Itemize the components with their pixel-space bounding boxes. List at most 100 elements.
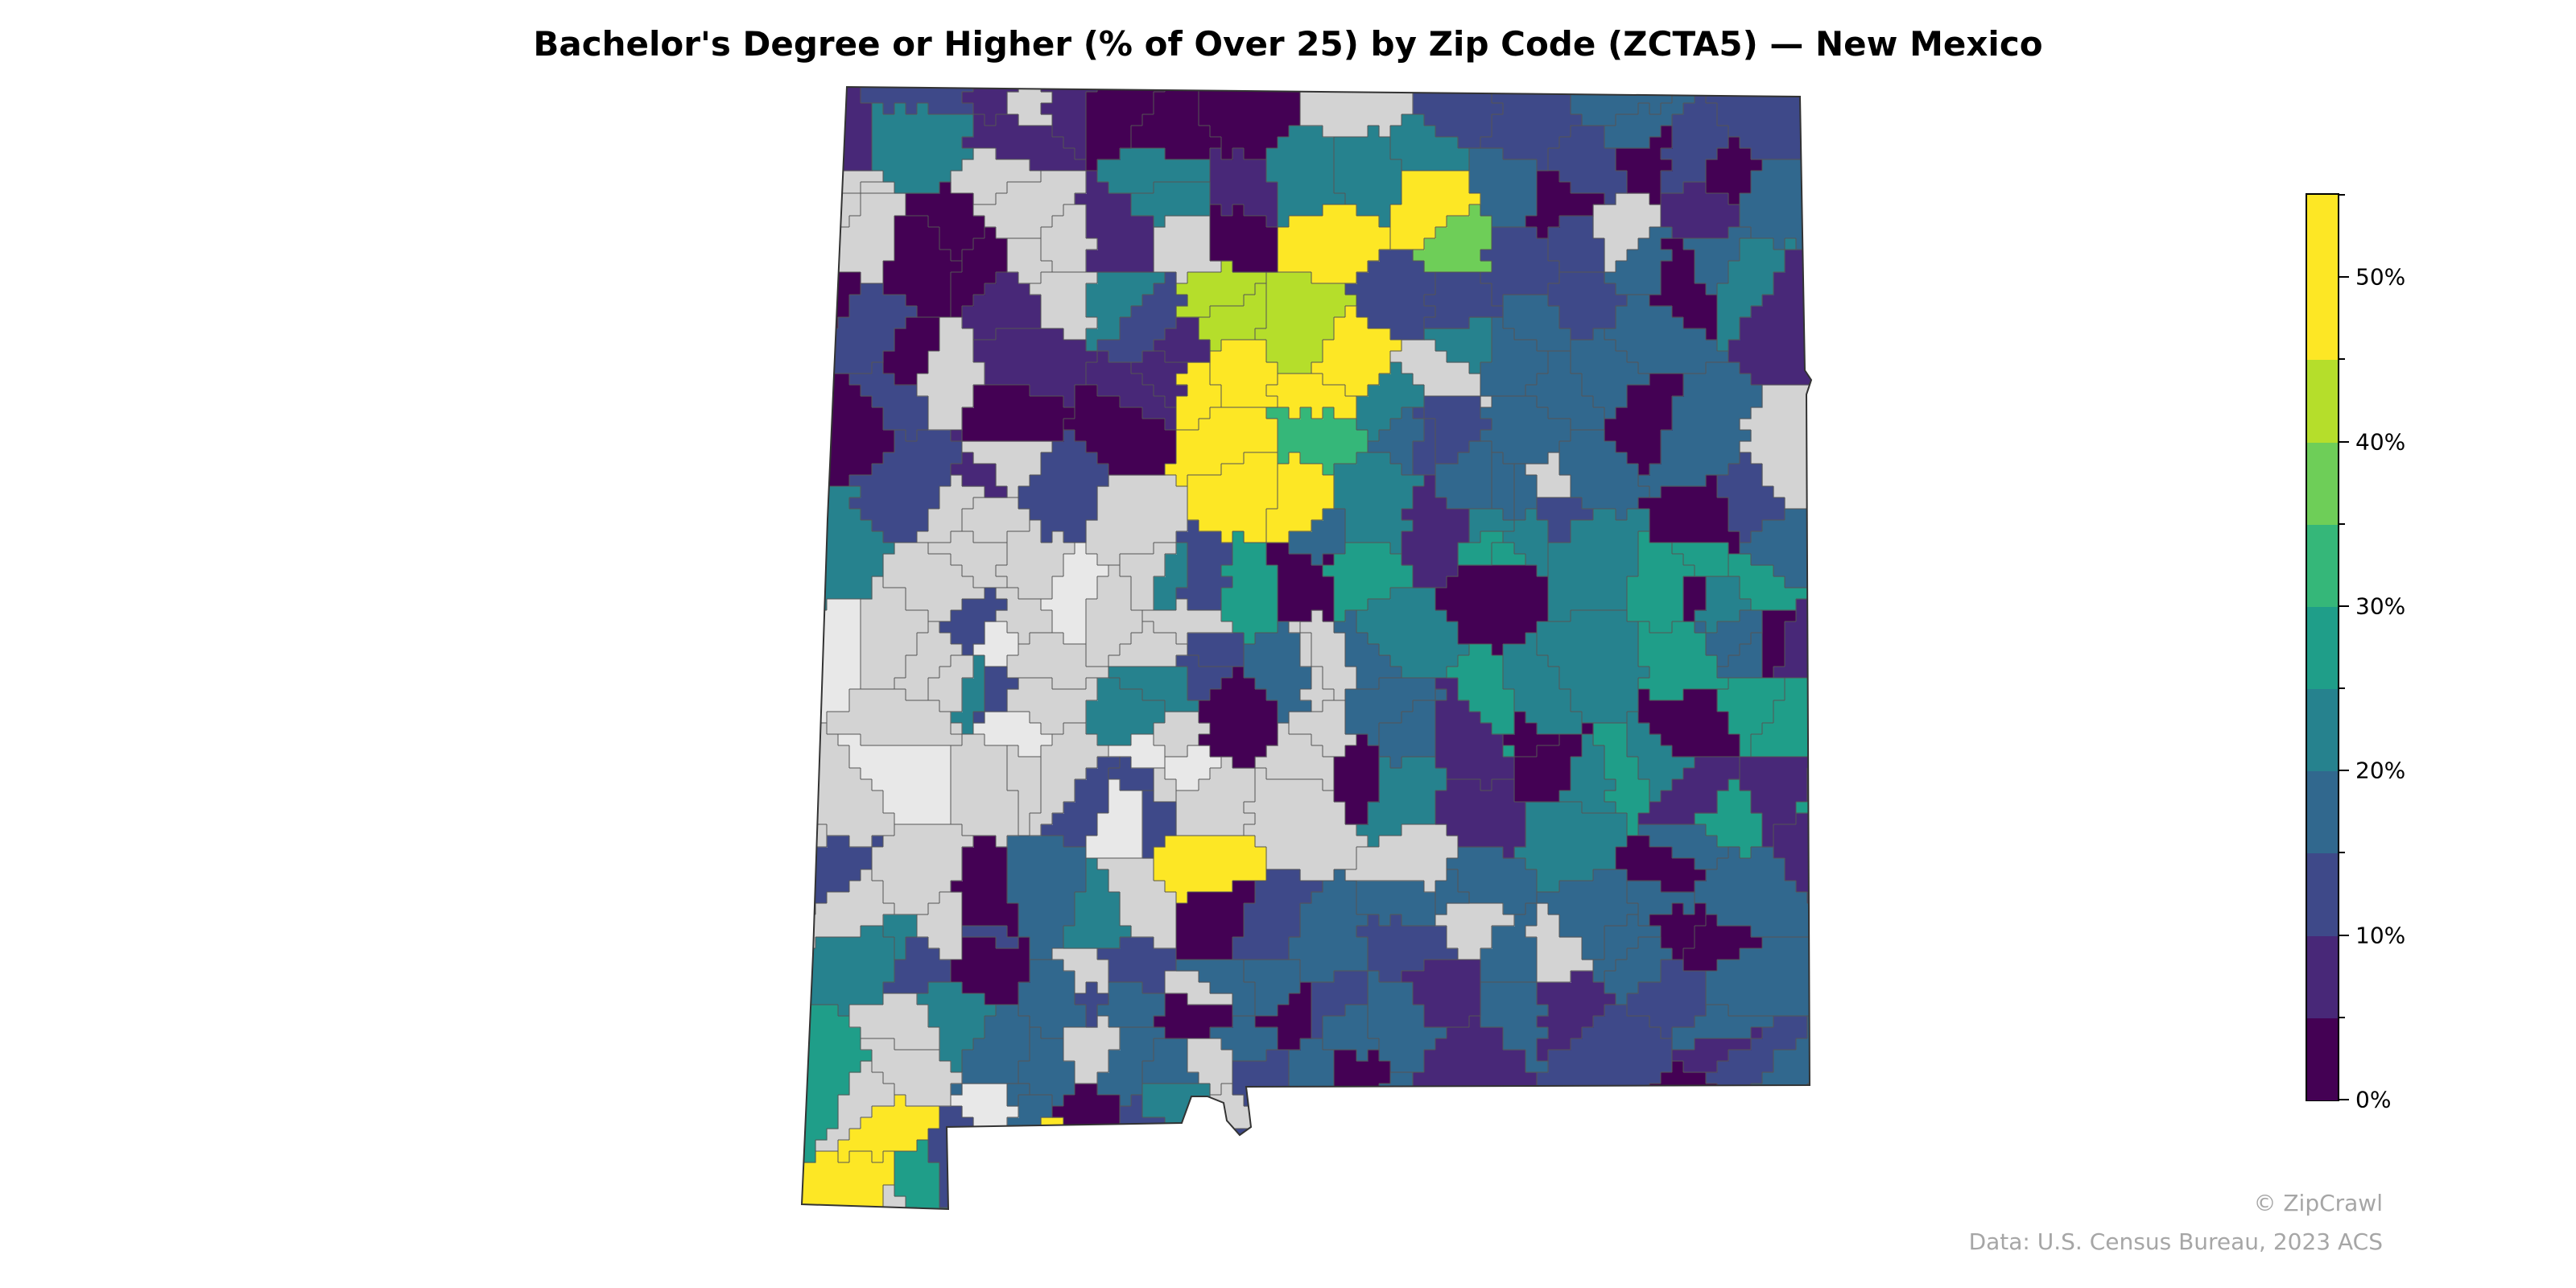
zcta-region — [1740, 757, 1811, 848]
zcta-region — [1244, 768, 1368, 881]
colorbar-tick-label: 40% — [2355, 428, 2406, 456]
page-title: Bachelor's Degree or Higher (% of Over 2… — [533, 24, 2043, 64]
zcta-region — [1041, 543, 1109, 645]
colorbar-band — [2307, 359, 2338, 443]
zcta-region — [1131, 351, 1188, 408]
zcta-region — [1706, 1016, 1808, 1107]
colorbar-tick — [2339, 1016, 2345, 1018]
zcta-region — [838, 1095, 940, 1163]
zcta-region — [1728, 554, 1808, 611]
zcta-region — [1593, 723, 1650, 836]
zcta-region — [1390, 340, 1492, 408]
zcta-region — [1649, 238, 1718, 341]
zcta-region — [1311, 971, 1368, 1039]
zcta-region — [951, 734, 1019, 848]
zcta-region — [1514, 723, 1594, 803]
zcta-region — [1086, 678, 1166, 746]
zcta-region — [802, 926, 895, 1017]
zcta-region — [1007, 633, 1109, 690]
zcta-region — [827, 689, 963, 746]
zcta-region — [1334, 452, 1425, 555]
zcta-region — [1097, 937, 1177, 994]
zcta-region — [1661, 87, 1729, 194]
zcta-region — [996, 520, 1075, 600]
zcta-region — [1154, 216, 1222, 284]
zcta-region — [1548, 126, 1628, 205]
zcta-region — [1086, 272, 1166, 352]
zcta-region — [1571, 1106, 1650, 1174]
zcta-region — [1537, 610, 1650, 724]
zcta-region — [1199, 87, 1301, 160]
zcta-region — [1086, 87, 1166, 171]
zcta-region — [1514, 464, 1538, 521]
zcta-region — [1413, 204, 1492, 273]
zcta-region — [802, 1005, 873, 1163]
zcta-region — [1154, 836, 1267, 904]
zcta-region — [1086, 565, 1143, 667]
zcta-region — [951, 1005, 1030, 1096]
zcta-region — [802, 869, 895, 949]
zcta-region — [1604, 937, 1673, 1005]
zcta-region — [1435, 1151, 1526, 1209]
zcta-region — [1424, 1095, 1549, 1186]
zcta-region — [1075, 171, 1154, 273]
zcta-region — [1345, 824, 1459, 893]
zcta-region — [1480, 317, 1549, 397]
zcta-region — [962, 385, 1075, 442]
zcta-region — [1120, 543, 1177, 611]
zcta-region — [1424, 317, 1492, 374]
zcta-region — [1289, 700, 1357, 758]
zcta-region — [1537, 1005, 1673, 1107]
colorbar-band — [2307, 935, 2338, 1018]
zcta-region — [1604, 374, 1684, 476]
zcta-region — [1638, 757, 1740, 825]
zcta-region — [951, 836, 1019, 938]
zcta-region — [1514, 1162, 1571, 1209]
data-source-credit: Data: U.S. Census Bureau, 2023 ACS — [1968, 1228, 2383, 1255]
zcta-region — [1785, 1084, 1811, 1152]
colorbar-tick — [2339, 687, 2345, 690]
zcta-region — [1503, 633, 1583, 735]
zcta-region — [1199, 1174, 1290, 1209]
zcta-region — [1289, 509, 1346, 566]
zcta-region — [861, 87, 974, 115]
zcta-region — [1255, 272, 1357, 374]
zcta-region — [1706, 137, 1763, 205]
zcta-region — [849, 362, 929, 442]
zcta-region — [1683, 227, 1752, 295]
zcta-region — [1424, 272, 1504, 329]
zcta-region — [1221, 531, 1278, 645]
colorbar-tick — [2339, 440, 2349, 443]
zcta-region — [1086, 351, 1177, 431]
zcta-region — [1063, 1016, 1121, 1084]
zcta-region — [1695, 779, 1763, 859]
zcta-region — [917, 982, 997, 1073]
zcta-region — [1199, 283, 1267, 352]
zcta-region — [917, 317, 985, 431]
zcta-region — [1018, 960, 1087, 1039]
zcta-region — [962, 272, 1042, 341]
colorbar-band — [2307, 852, 2338, 936]
zcta-region — [1469, 148, 1538, 228]
colorbar-tick — [2339, 770, 2349, 772]
zcta-region — [1480, 982, 1549, 1073]
zcta-region — [838, 734, 952, 825]
zcta-region — [951, 148, 1042, 205]
zcta-region — [894, 1140, 952, 1209]
zcta-region — [1548, 509, 1650, 622]
zcta-region — [1390, 114, 1470, 171]
zcta-region — [1176, 757, 1256, 836]
zcta-region — [1244, 621, 1312, 724]
colorbar-tick-label: 10% — [2355, 922, 2406, 949]
zcta-region — [1435, 678, 1515, 791]
zcta-region — [1097, 272, 1188, 363]
colorbar-tick — [2339, 358, 2345, 361]
zcta-region — [1345, 1151, 1447, 1209]
zcta-region — [1492, 543, 1526, 566]
zcta-region — [973, 328, 1098, 408]
zcta-region — [973, 171, 1087, 239]
zcta-region — [1041, 87, 1098, 160]
zcta-region — [861, 576, 929, 690]
zcta-region — [1289, 869, 1368, 983]
